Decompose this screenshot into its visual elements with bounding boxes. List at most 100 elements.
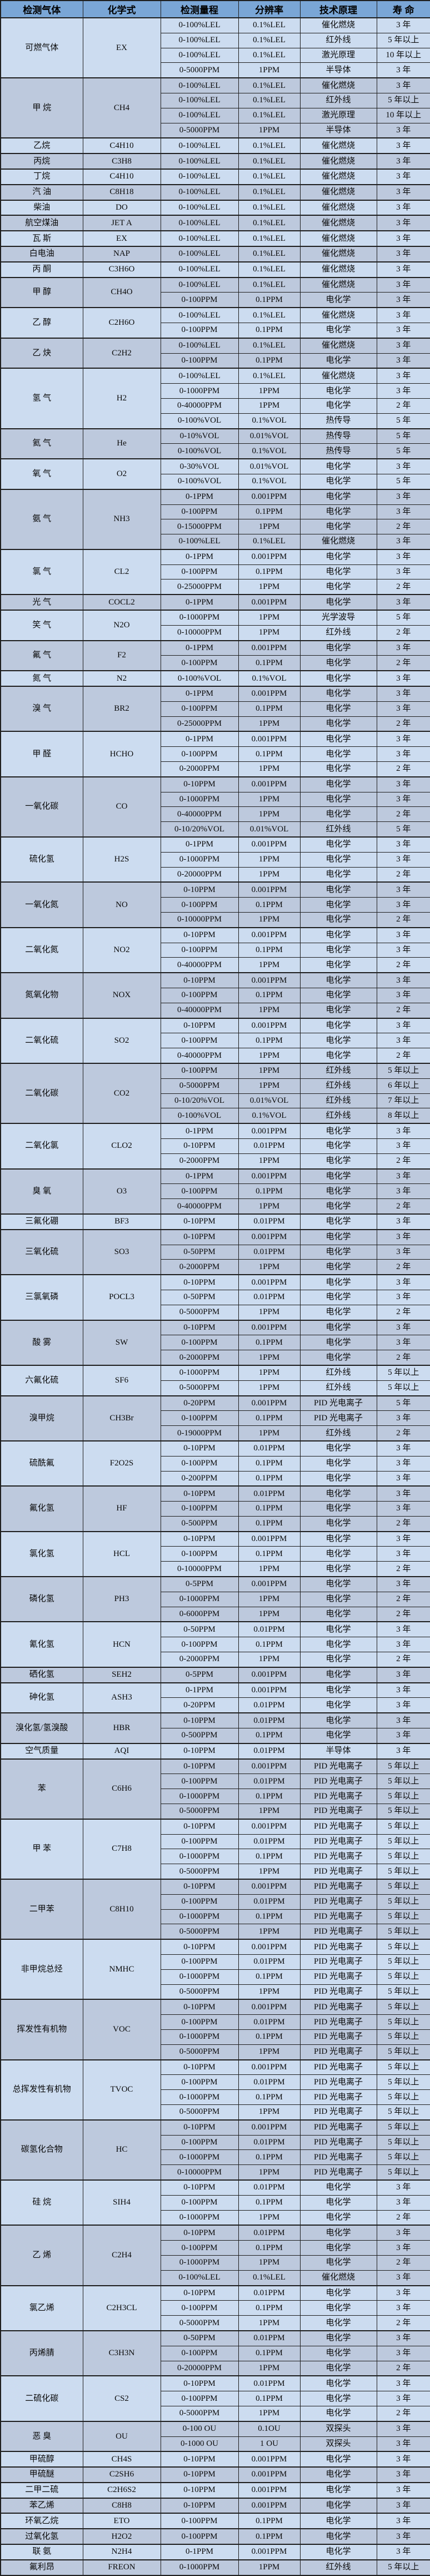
range-cell: 0-100%LEL bbox=[160, 137, 239, 154]
table-row: 总挥发性有机物 TVOC 0-10PPM 0.001PPM PID 光电离子 5 年以上 bbox=[0, 2059, 430, 2121]
lifespan-cell: 3 年 bbox=[376, 791, 430, 808]
range-cell: 0-100%VOL bbox=[160, 670, 239, 687]
range-cell: 0-5000PPM bbox=[160, 2044, 239, 2060]
gas-name-cell: 二氧化氯 bbox=[0, 1123, 83, 1170]
range-cell: 0-10PPM bbox=[160, 1485, 239, 1502]
lifespan-cell: 5 年以上 bbox=[376, 1834, 430, 1850]
lifespan-cell: 2 年 bbox=[376, 761, 430, 777]
formula-cell: H2S bbox=[82, 836, 161, 883]
gas-name-cell: 空气质量 bbox=[0, 1742, 83, 1760]
principle-cell: 电化学 bbox=[299, 1546, 377, 1562]
range-cell: 0-1000PPM bbox=[160, 2210, 239, 2226]
table-row: 磷化氢 PH3 0-5PPM 0.001PPM 电化学 3 年 bbox=[0, 1576, 430, 1622]
table-row: 砷化氢 ASH3 0-1PPM 0.001PPM 电化学 3 年 bbox=[0, 1682, 430, 1713]
lifespan-cell: 3 年 bbox=[376, 2179, 430, 2196]
resolution-cell: 0.001PPM bbox=[238, 881, 301, 898]
range-cell: 0-100PPM bbox=[160, 2014, 239, 2030]
principle-cell: 电化学 bbox=[299, 2481, 377, 2499]
table-row: 二氧化碳 CO2 0-100PPM 1PPM 红外线 5 年以上 bbox=[0, 1062, 430, 1124]
resolution-cell: 0.01PPM bbox=[238, 1712, 301, 1729]
lifespan-cell: 3 年 bbox=[376, 2451, 430, 2468]
resolution-cell: 0.1PPM bbox=[238, 564, 301, 580]
formula-cell: CO bbox=[82, 776, 161, 838]
range-cell: 0-10PPM bbox=[160, 1818, 239, 1835]
table-row: 恶 臭 OU 0-100 OU 0.1OU 双探头 3 年 bbox=[0, 2420, 430, 2452]
formula-cell: NO bbox=[82, 881, 161, 928]
principle-cell: 电化学 bbox=[299, 488, 377, 505]
principle-cell: 双探头 bbox=[299, 2420, 377, 2437]
table-row: 0-10PPM 0.01PPM 电化学 3 年 bbox=[1, 1138, 430, 1154]
range-cell: 0-100PPM bbox=[160, 701, 239, 717]
table-row: 0-100%VOL 0.1%VOL 热传导 5 年 bbox=[1, 443, 430, 459]
resolution-cell: 1PPM bbox=[238, 625, 301, 641]
principle-cell: 电化学 bbox=[299, 2405, 377, 2422]
table-row: 0-20PPM 0.01PPM 电化学 3 年 bbox=[1, 1697, 430, 1713]
principle-cell: PID 光电离子 bbox=[299, 1999, 377, 2015]
table-row: 瓦 斯 EX 0-100%LEL 0.1%LEL 催化燃烧 3 年 bbox=[0, 230, 430, 247]
gas-name-cell: 硅 烷 bbox=[0, 2179, 83, 2226]
lifespan-cell: 3 年 bbox=[376, 2375, 430, 2392]
range-cell: 0-1000PPM bbox=[160, 2559, 239, 2576]
resolution-cell: 0.1PPM bbox=[238, 1969, 301, 1985]
lifespan-cell: 3 年 bbox=[376, 1335, 430, 1351]
lifespan-cell: 3 年 bbox=[376, 731, 430, 747]
table-row: 氟利昂 FREON 0-1000PPM 1PPM 红外线 5 年以上 bbox=[0, 2559, 430, 2576]
range-cell: 0-100PPM bbox=[160, 2391, 239, 2406]
principle-cell: 电化学 bbox=[299, 836, 377, 853]
principle-cell: 热传导 bbox=[299, 428, 377, 444]
table-row: 0-40000PPM 1PPM 电化学 2 年 bbox=[1, 806, 430, 823]
table-row: 0-500PPM 0.1PPM 电化学 3 年 bbox=[1, 1728, 430, 1744]
gas-name-cell: 甲 醇 bbox=[0, 276, 83, 308]
lifespan-cell: 3 年 bbox=[376, 1455, 430, 1472]
resolution-cell: 0.001PPM bbox=[238, 2059, 301, 2075]
range-cell: 0-1PPM bbox=[160, 731, 239, 747]
resolution-cell: 0.1PPM bbox=[238, 746, 301, 762]
principle-cell: 电化学 bbox=[299, 2497, 377, 2514]
range-cell: 0-10PPM bbox=[160, 1999, 239, 2015]
resolution-cell: 0.1%LEL bbox=[238, 245, 301, 262]
table-row: 柴油 DO 0-100%LEL 0.1%LEL 催化燃烧 3 年 bbox=[0, 199, 430, 216]
resolution-cell: 1PPM bbox=[238, 2255, 301, 2271]
resolution-cell: 0.01PPM bbox=[238, 1621, 301, 1638]
table-row: 硅 烷 SIH4 0-10PPM 0.01PPM 电化学 3 年 bbox=[0, 2179, 430, 2226]
gas-name-cell: 臭 氧 bbox=[0, 1168, 83, 1215]
gas-name-cell: 硫酰氟 bbox=[0, 1440, 83, 1487]
resolution-cell: 1PPM bbox=[238, 610, 301, 626]
table-row: 0-1000PPM 0.1PPM PID 光电离子 5 年以上 bbox=[1, 2089, 430, 2105]
principle-cell: PID 光电离子 bbox=[299, 2089, 377, 2105]
lifespan-cell: 5 年以上 bbox=[376, 1380, 430, 1396]
lifespan-cell: 3 年 bbox=[376, 1637, 430, 1653]
principle-cell: 电化学 bbox=[299, 957, 377, 973]
gas-name-cell: 笑 气 bbox=[0, 610, 83, 641]
range-cell: 0-25000PPM bbox=[160, 579, 239, 595]
range-cell: 0-10PPM bbox=[160, 1319, 239, 1336]
resolution-cell: 0.1%LEL bbox=[238, 107, 301, 123]
resolution-cell: 0.1PPM bbox=[238, 1455, 301, 1472]
formula-cell: C2H6S2 bbox=[82, 2481, 161, 2499]
resolution-cell: 0.1PPM bbox=[238, 2300, 301, 2316]
gas-name-cell: 联 氨 bbox=[0, 2544, 83, 2560]
table-row: 0-2000PPM 1PPM 电化学 2 年 bbox=[1, 1259, 430, 1275]
gas-name-cell: 丙烯腈 bbox=[0, 2330, 83, 2376]
resolution-cell: 0.001PPM bbox=[238, 686, 301, 702]
principle-cell: 电化学 bbox=[299, 1470, 377, 1487]
range-cell: 0-100 OU bbox=[160, 2420, 239, 2437]
lifespan-cell: 3 年 bbox=[376, 1183, 430, 1200]
lifespan-cell: 3 年 bbox=[376, 261, 430, 278]
range-cell: 0-100%LEL bbox=[160, 92, 239, 108]
lifespan-cell: 5 年以上 bbox=[376, 92, 430, 108]
resolution-cell: 0.01PPM bbox=[238, 2285, 301, 2301]
formula-cell: POCL3 bbox=[82, 1274, 161, 1321]
resolution-cell: 0.001PPM bbox=[238, 1879, 301, 1895]
table-row: 0-100%LEL 0.1%LEL 激光原理 10 年以上 bbox=[1, 107, 430, 123]
lifespan-cell: 3 年 bbox=[376, 1485, 430, 1502]
range-cell: 0-50PPM bbox=[160, 1621, 239, 1638]
principle-cell: PID 光电离子 bbox=[299, 2044, 377, 2060]
range-cell: 0-5PPM bbox=[160, 1576, 239, 1592]
range-cell: 0-10PPM bbox=[160, 2285, 239, 2301]
range-cell: 0-30%VOL bbox=[160, 458, 239, 474]
resolution-cell: 0.1PPM bbox=[238, 1470, 301, 1487]
table-row: 乙烷 C4H10 0-100%LEL 0.1%LEL 催化燃烧 3 年 bbox=[0, 137, 430, 154]
range-cell: 0-1000PPM bbox=[160, 383, 239, 399]
resolution-cell: 1PPM bbox=[238, 1652, 301, 1668]
